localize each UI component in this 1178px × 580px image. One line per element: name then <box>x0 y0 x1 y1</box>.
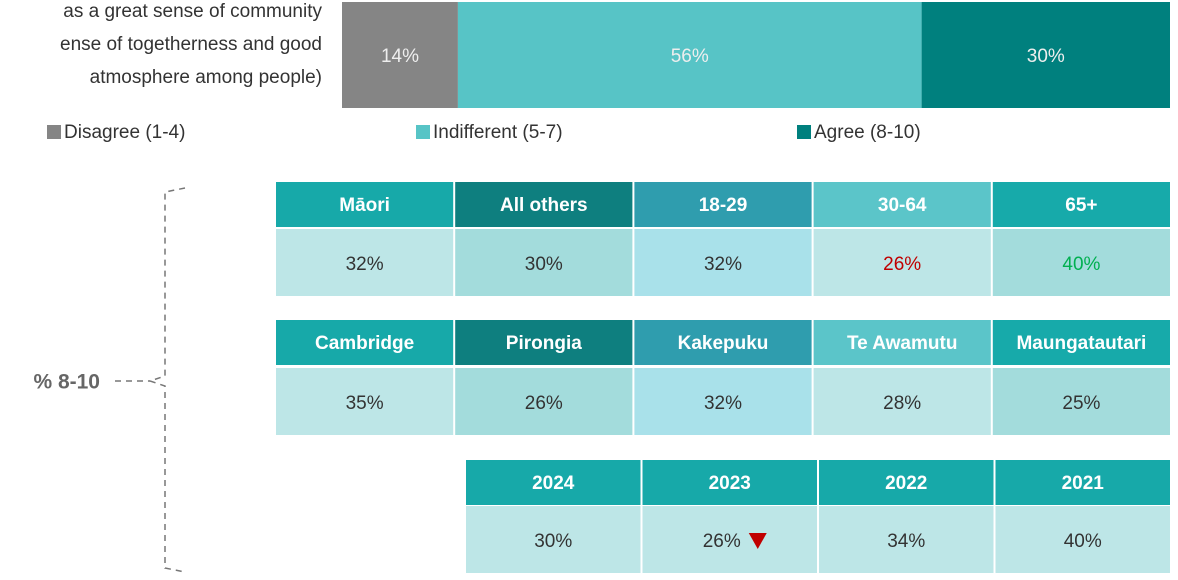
header-cell <box>995 460 1170 505</box>
value-text: 35% <box>346 393 384 414</box>
value-label: 56% <box>671 46 709 67</box>
header-cell <box>813 320 991 365</box>
header-text: Maungatautari <box>1016 333 1146 354</box>
value-cell <box>642 506 817 573</box>
category-label: ense of togetherness and good <box>60 34 322 55</box>
value-cell <box>992 229 1170 296</box>
value-text: 26% <box>883 254 921 275</box>
header-cell <box>992 320 1170 365</box>
header-text: 65+ <box>1065 195 1097 216</box>
value-text: 32% <box>346 254 384 275</box>
legend-label: Disagree (1-4) <box>64 122 185 143</box>
down-marker <box>748 533 767 549</box>
header-cell <box>634 320 812 365</box>
header-cell <box>634 182 812 227</box>
value-cell <box>634 229 812 296</box>
legend-swatch <box>416 125 430 139</box>
header-text: All others <box>500 195 588 216</box>
value-cell <box>995 506 1170 573</box>
header-cell <box>276 182 454 227</box>
value-cell <box>813 229 991 296</box>
value-cell <box>455 368 633 435</box>
header-text: Cambridge <box>315 333 414 354</box>
value-cell <box>634 368 812 435</box>
legend-swatch <box>797 125 811 139</box>
value-text: 40% <box>1062 254 1100 275</box>
value-text: 32% <box>704 393 742 414</box>
bar-segment <box>342 2 458 108</box>
value-text: 26% <box>525 393 563 414</box>
bar-segment <box>921 2 1170 108</box>
value-cell <box>992 368 1170 435</box>
value-cell <box>276 368 454 435</box>
value-text: 30% <box>525 254 563 275</box>
category-label: atmosphere among people) <box>90 67 322 88</box>
value-text: 30% <box>534 531 572 552</box>
bracket <box>147 187 186 573</box>
legend-swatch <box>47 125 61 139</box>
header-cell <box>642 460 817 505</box>
header-text: 2022 <box>885 473 927 494</box>
header-cell <box>813 182 991 227</box>
header-text: 18-29 <box>699 195 748 216</box>
legend-label: Indifferent (5-7) <box>433 122 563 143</box>
value-label: 14% <box>381 46 419 67</box>
value-text: 32% <box>704 254 742 275</box>
header-text: Kakepuku <box>678 333 769 354</box>
header-text: 2024 <box>532 473 575 494</box>
header-cell <box>455 182 633 227</box>
bar-segment <box>457 2 922 108</box>
value-cell <box>455 229 633 296</box>
value-text: 28% <box>883 393 921 414</box>
header-text: 2023 <box>709 473 751 494</box>
header-text: 30-64 <box>878 195 927 216</box>
value-text: 25% <box>1062 393 1100 414</box>
header-text: 2021 <box>1062 473 1105 494</box>
value-label: 30% <box>1027 46 1065 67</box>
legend-label: Agree (8-10) <box>814 122 921 143</box>
header-cell <box>992 182 1170 227</box>
header-text: Pirongia <box>506 333 582 354</box>
header-cell <box>455 320 633 365</box>
value-text: 26% <box>703 531 741 552</box>
value-cell <box>813 368 991 435</box>
value-cell <box>466 506 641 573</box>
header-cell <box>276 320 454 365</box>
category-label: as a great sense of community <box>63 1 322 22</box>
value-cell <box>819 506 994 573</box>
value-text: 34% <box>887 531 925 552</box>
table-label: % 8-10 <box>33 371 100 394</box>
header-cell <box>466 460 641 505</box>
value-text: 40% <box>1064 531 1102 552</box>
header-text: Te Awamutu <box>847 333 958 354</box>
header-cell <box>819 460 994 505</box>
header-text: Māori <box>339 195 390 216</box>
value-cell <box>276 229 454 296</box>
